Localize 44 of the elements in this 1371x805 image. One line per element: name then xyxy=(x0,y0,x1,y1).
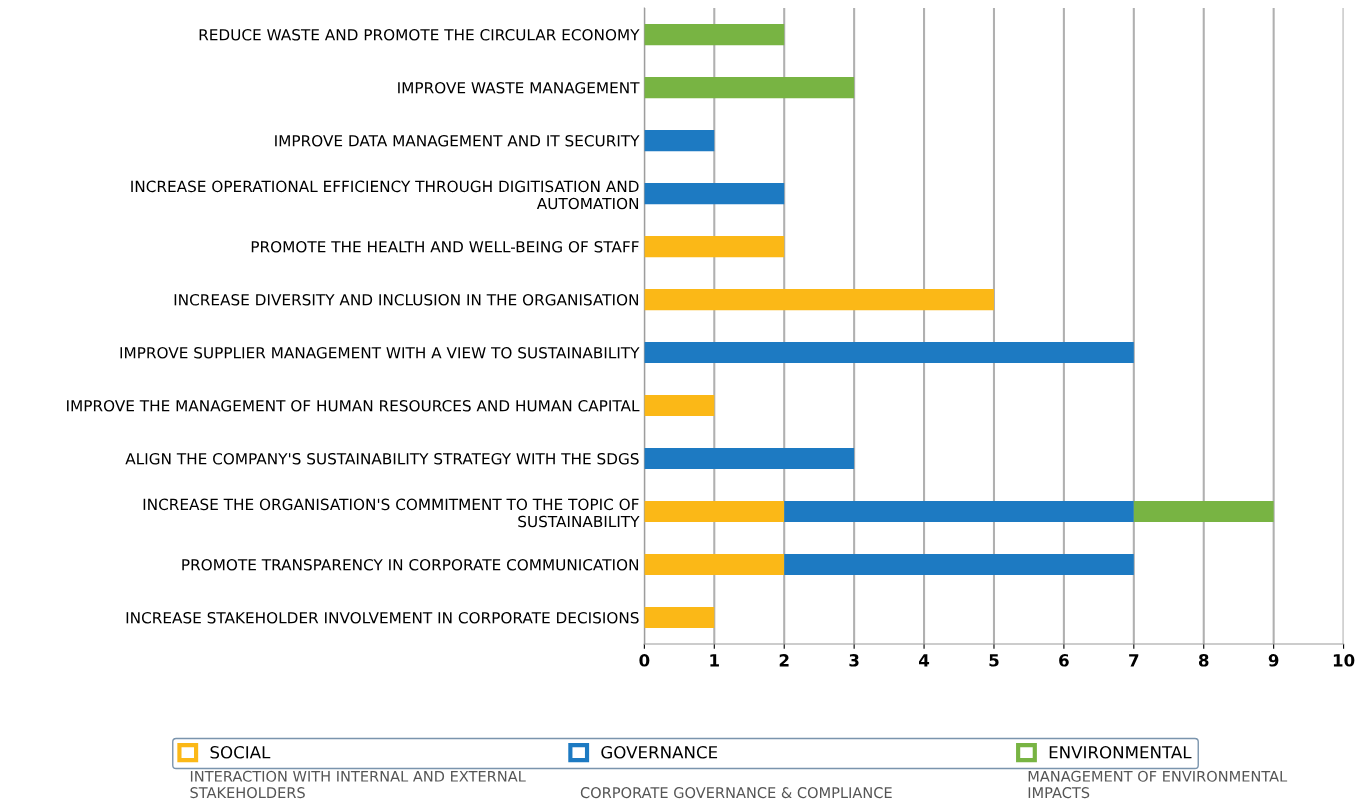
y-tick-label: PROMOTE THE HEALTH AND WELL-BEING OF STAFF xyxy=(251,241,639,253)
y-tick-label: PROMOTE TRANSPARENCY IN CORPORATE COMMUNICATION xyxy=(182,558,638,571)
x-tick-label: 4 xyxy=(919,654,930,667)
bar xyxy=(644,182,785,205)
y-tick-label: INCREASE OPERATIONAL EFFICIENCY THROUGH DIGITISATION AND AUTOMATION xyxy=(131,180,639,210)
y-tick-label: REDUCE WASTE AND PROMOTE THE CIRCULAR ECONOMY xyxy=(199,29,640,41)
bar xyxy=(644,235,785,258)
y-tick-label: IMPROVE DATA MANAGEMENT AND IT SECURITY xyxy=(275,135,640,147)
bar xyxy=(644,447,855,470)
bar xyxy=(644,606,715,629)
x-tick-label: 1 xyxy=(710,654,719,667)
x-tick-label: 5 xyxy=(989,654,999,667)
x-tick-label: 10 xyxy=(1333,654,1355,667)
text: MANAGEMENT OF ENVIRONMENTAL IMPACTS xyxy=(1028,770,1288,799)
x-tick-label: 3 xyxy=(849,654,859,667)
bar xyxy=(644,553,785,576)
y-tick-label: INCREASE DIVERSITY AND INCLUSION IN THE ORGANISATION xyxy=(174,293,638,306)
legend-label: GOVERNANCE xyxy=(601,745,718,759)
x-tick-label: 8 xyxy=(1198,654,1209,667)
x-tick-label: 7 xyxy=(1129,654,1139,667)
legend-label: SOCIAL xyxy=(210,745,271,759)
x-tick-label: 9 xyxy=(1268,654,1279,667)
text: CORPORATE GOVERNANCE & COMPLIANCE xyxy=(580,787,892,799)
x-tick-label: 6 xyxy=(1059,654,1069,667)
y-tick-label: IMPROVE WASTE MANAGEMENT xyxy=(398,82,640,94)
y-tick-label: IMPROVE THE MANAGEMENT OF HUMAN RESOURCES AND HUMAN CAPITAL xyxy=(67,399,640,412)
bar xyxy=(644,394,715,417)
y-tick-label: INCREASE STAKEHOLDER INVOLVEMENT IN CORPORATE DECISIONS xyxy=(126,611,639,624)
legend-label: ENVIRONMENTAL xyxy=(1049,745,1192,759)
bar xyxy=(644,288,994,311)
bar xyxy=(1133,500,1274,523)
text: INTERACTION WITH INTERNAL AND EXTERNAL STAKEHOLDERS xyxy=(190,770,526,799)
bar xyxy=(644,129,715,152)
bar xyxy=(644,76,855,99)
bar xyxy=(644,500,785,523)
x-tick-label: 0 xyxy=(639,654,650,667)
y-tick-label: INCREASE THE ORGANISATION'S COMMITMENT TO THE TOPIC OF SUSTAINABILITY xyxy=(143,498,640,528)
bar xyxy=(784,553,1134,576)
bar xyxy=(644,341,1134,364)
bar xyxy=(644,23,785,46)
x-tick-label: 2 xyxy=(779,654,789,667)
bar xyxy=(784,500,1134,523)
y-tick-label: IMPROVE SUPPLIER MANAGEMENT WITH A VIEW TO SUSTAINABILITY xyxy=(120,346,640,359)
y-tick-label: ALIGN THE COMPANY'S SUSTAINABILITY STRATEGY WITH THE SDGS xyxy=(125,452,639,465)
